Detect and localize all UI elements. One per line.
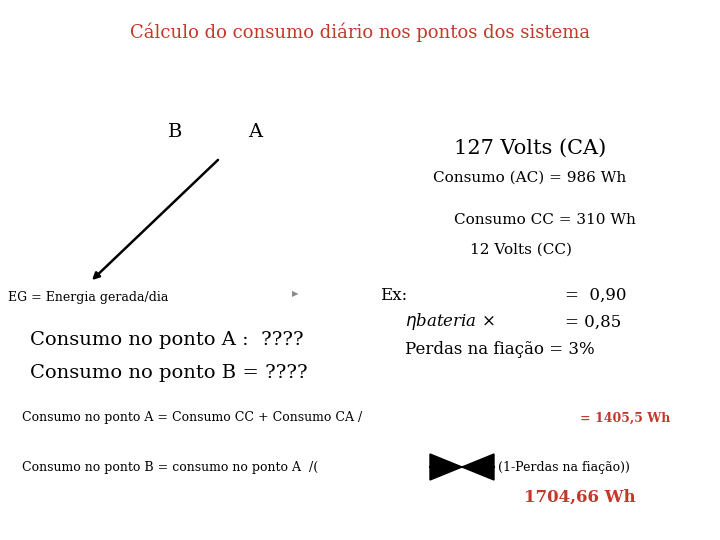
Text: EG = Energia gerada/dia: EG = Energia gerada/dia xyxy=(8,291,168,303)
Text: =  0,90: = 0,90 xyxy=(565,287,626,303)
Text: Ex:: Ex: xyxy=(380,287,408,303)
Text: = 1405,5 Wh: = 1405,5 Wh xyxy=(580,411,670,424)
Text: (1-Perdas na fiação)): (1-Perdas na fiação)) xyxy=(498,461,630,474)
Text: A: A xyxy=(248,123,262,141)
Text: Consumo no ponto B = ????: Consumo no ponto B = ???? xyxy=(30,364,307,382)
Text: Consumo no ponto B = consumo no ponto A  /(: Consumo no ponto B = consumo no ponto A … xyxy=(22,461,318,474)
Text: Cálculo do consumo diário nos pontos dos sistema: Cálculo do consumo diário nos pontos dos… xyxy=(130,22,590,42)
Text: = 0,85: = 0,85 xyxy=(565,314,621,330)
Text: $\eta$bateria ×: $\eta$bateria × xyxy=(405,312,495,333)
Text: ▶: ▶ xyxy=(292,290,298,298)
Polygon shape xyxy=(462,454,494,480)
Text: B: B xyxy=(168,123,182,141)
Polygon shape xyxy=(430,454,462,480)
Text: Consumo no ponto A = Consumo CC + Consumo CA /: Consumo no ponto A = Consumo CC + Consum… xyxy=(22,411,362,424)
Text: Consumo no ponto A :  ????: Consumo no ponto A : ???? xyxy=(30,331,304,349)
Text: Consumo CC = 310 Wh: Consumo CC = 310 Wh xyxy=(454,213,636,227)
Text: Perdas na fiação = 3%: Perdas na fiação = 3% xyxy=(405,341,595,359)
Text: 1704,66 Wh: 1704,66 Wh xyxy=(524,489,636,505)
Text: 12 Volts (CC): 12 Volts (CC) xyxy=(470,243,572,257)
Text: 127 Volts (CA): 127 Volts (CA) xyxy=(454,138,606,158)
Text: Consumo (AC) = 986 Wh: Consumo (AC) = 986 Wh xyxy=(433,171,626,185)
